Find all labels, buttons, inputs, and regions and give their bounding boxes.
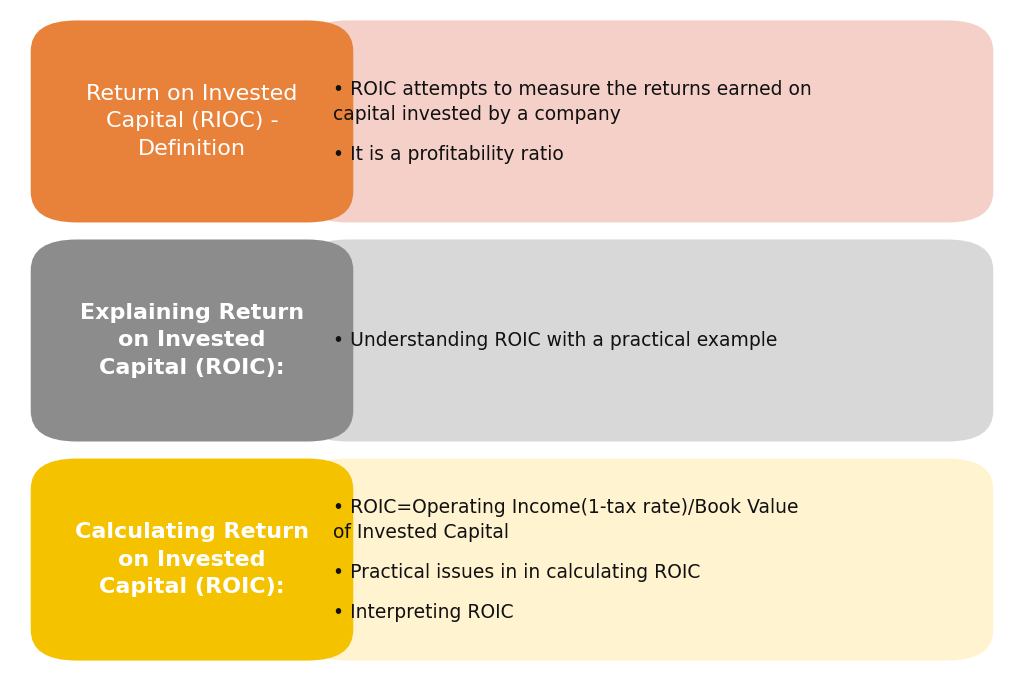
Text: • Interpreting ROIC: • Interpreting ROIC: [333, 603, 513, 622]
Text: Explaining Return
on Invested
Capital (ROIC):: Explaining Return on Invested Capital (R…: [80, 303, 304, 378]
FancyBboxPatch shape: [31, 240, 353, 441]
Text: Calculating Return
on Invested
Capital (ROIC):: Calculating Return on Invested Capital (…: [75, 522, 309, 597]
Text: • It is a profitability ratio: • It is a profitability ratio: [333, 145, 563, 163]
Text: • ROIC attempts to measure the returns earned on
capital invested by a company: • ROIC attempts to measure the returns e…: [333, 80, 812, 124]
Text: • ROIC=Operating Income(1-tax rate)/Book Value
of Invested Capital: • ROIC=Operating Income(1-tax rate)/Book…: [333, 498, 799, 542]
FancyBboxPatch shape: [31, 20, 353, 223]
Text: • Understanding ROIC with a practical example: • Understanding ROIC with a practical ex…: [333, 331, 777, 350]
Text: Return on Invested
Capital (RIOC) -
Definition: Return on Invested Capital (RIOC) - Defi…: [86, 84, 298, 159]
FancyBboxPatch shape: [302, 240, 993, 441]
FancyBboxPatch shape: [31, 458, 353, 661]
FancyBboxPatch shape: [302, 458, 993, 661]
FancyBboxPatch shape: [302, 20, 993, 223]
Text: • Practical issues in in calculating ROIC: • Practical issues in in calculating ROI…: [333, 563, 700, 582]
